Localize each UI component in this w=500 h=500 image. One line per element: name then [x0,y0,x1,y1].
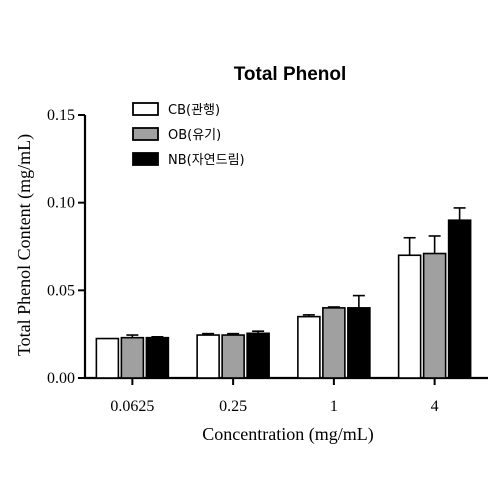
x-tick-label: 1 [330,398,338,415]
legend-label: NB(자연드림) [168,153,245,168]
legend-swatch [132,102,159,116]
bar [221,334,245,379]
bar [95,337,120,379]
y-axis-title: Total Phenol Content (mg/mL) [14,134,35,356]
bar [347,307,371,379]
chart-title: Total Phenol [234,64,347,85]
bars [95,207,472,379]
legend-swatch [132,127,159,141]
bar [322,307,346,379]
legend-swatch [132,152,159,166]
y-tick-label: 0.15 [47,107,75,124]
legend-label: CB(관행) [168,102,220,118]
x-axis-title: Concentration (mg/mL) [202,424,373,445]
x-tick-label: 0.0625 [110,398,154,415]
bar [297,315,321,379]
bar [422,252,447,379]
x-tick-label: 0.25 [219,398,247,415]
bar [120,336,145,379]
bar [145,336,170,379]
bar [397,254,422,379]
bar [447,219,472,379]
y-tick-label: 0.00 [47,370,75,387]
bar [246,332,270,379]
y-tick-label: 0.10 [47,195,75,212]
x-tick-label: 4 [431,398,439,415]
legend: CB(관행) OB(유기) NB(자연드림) [132,102,245,168]
bar [196,334,220,379]
legend-label: OB(유기) [168,128,221,143]
y-tick-label: 0.05 [47,282,75,299]
